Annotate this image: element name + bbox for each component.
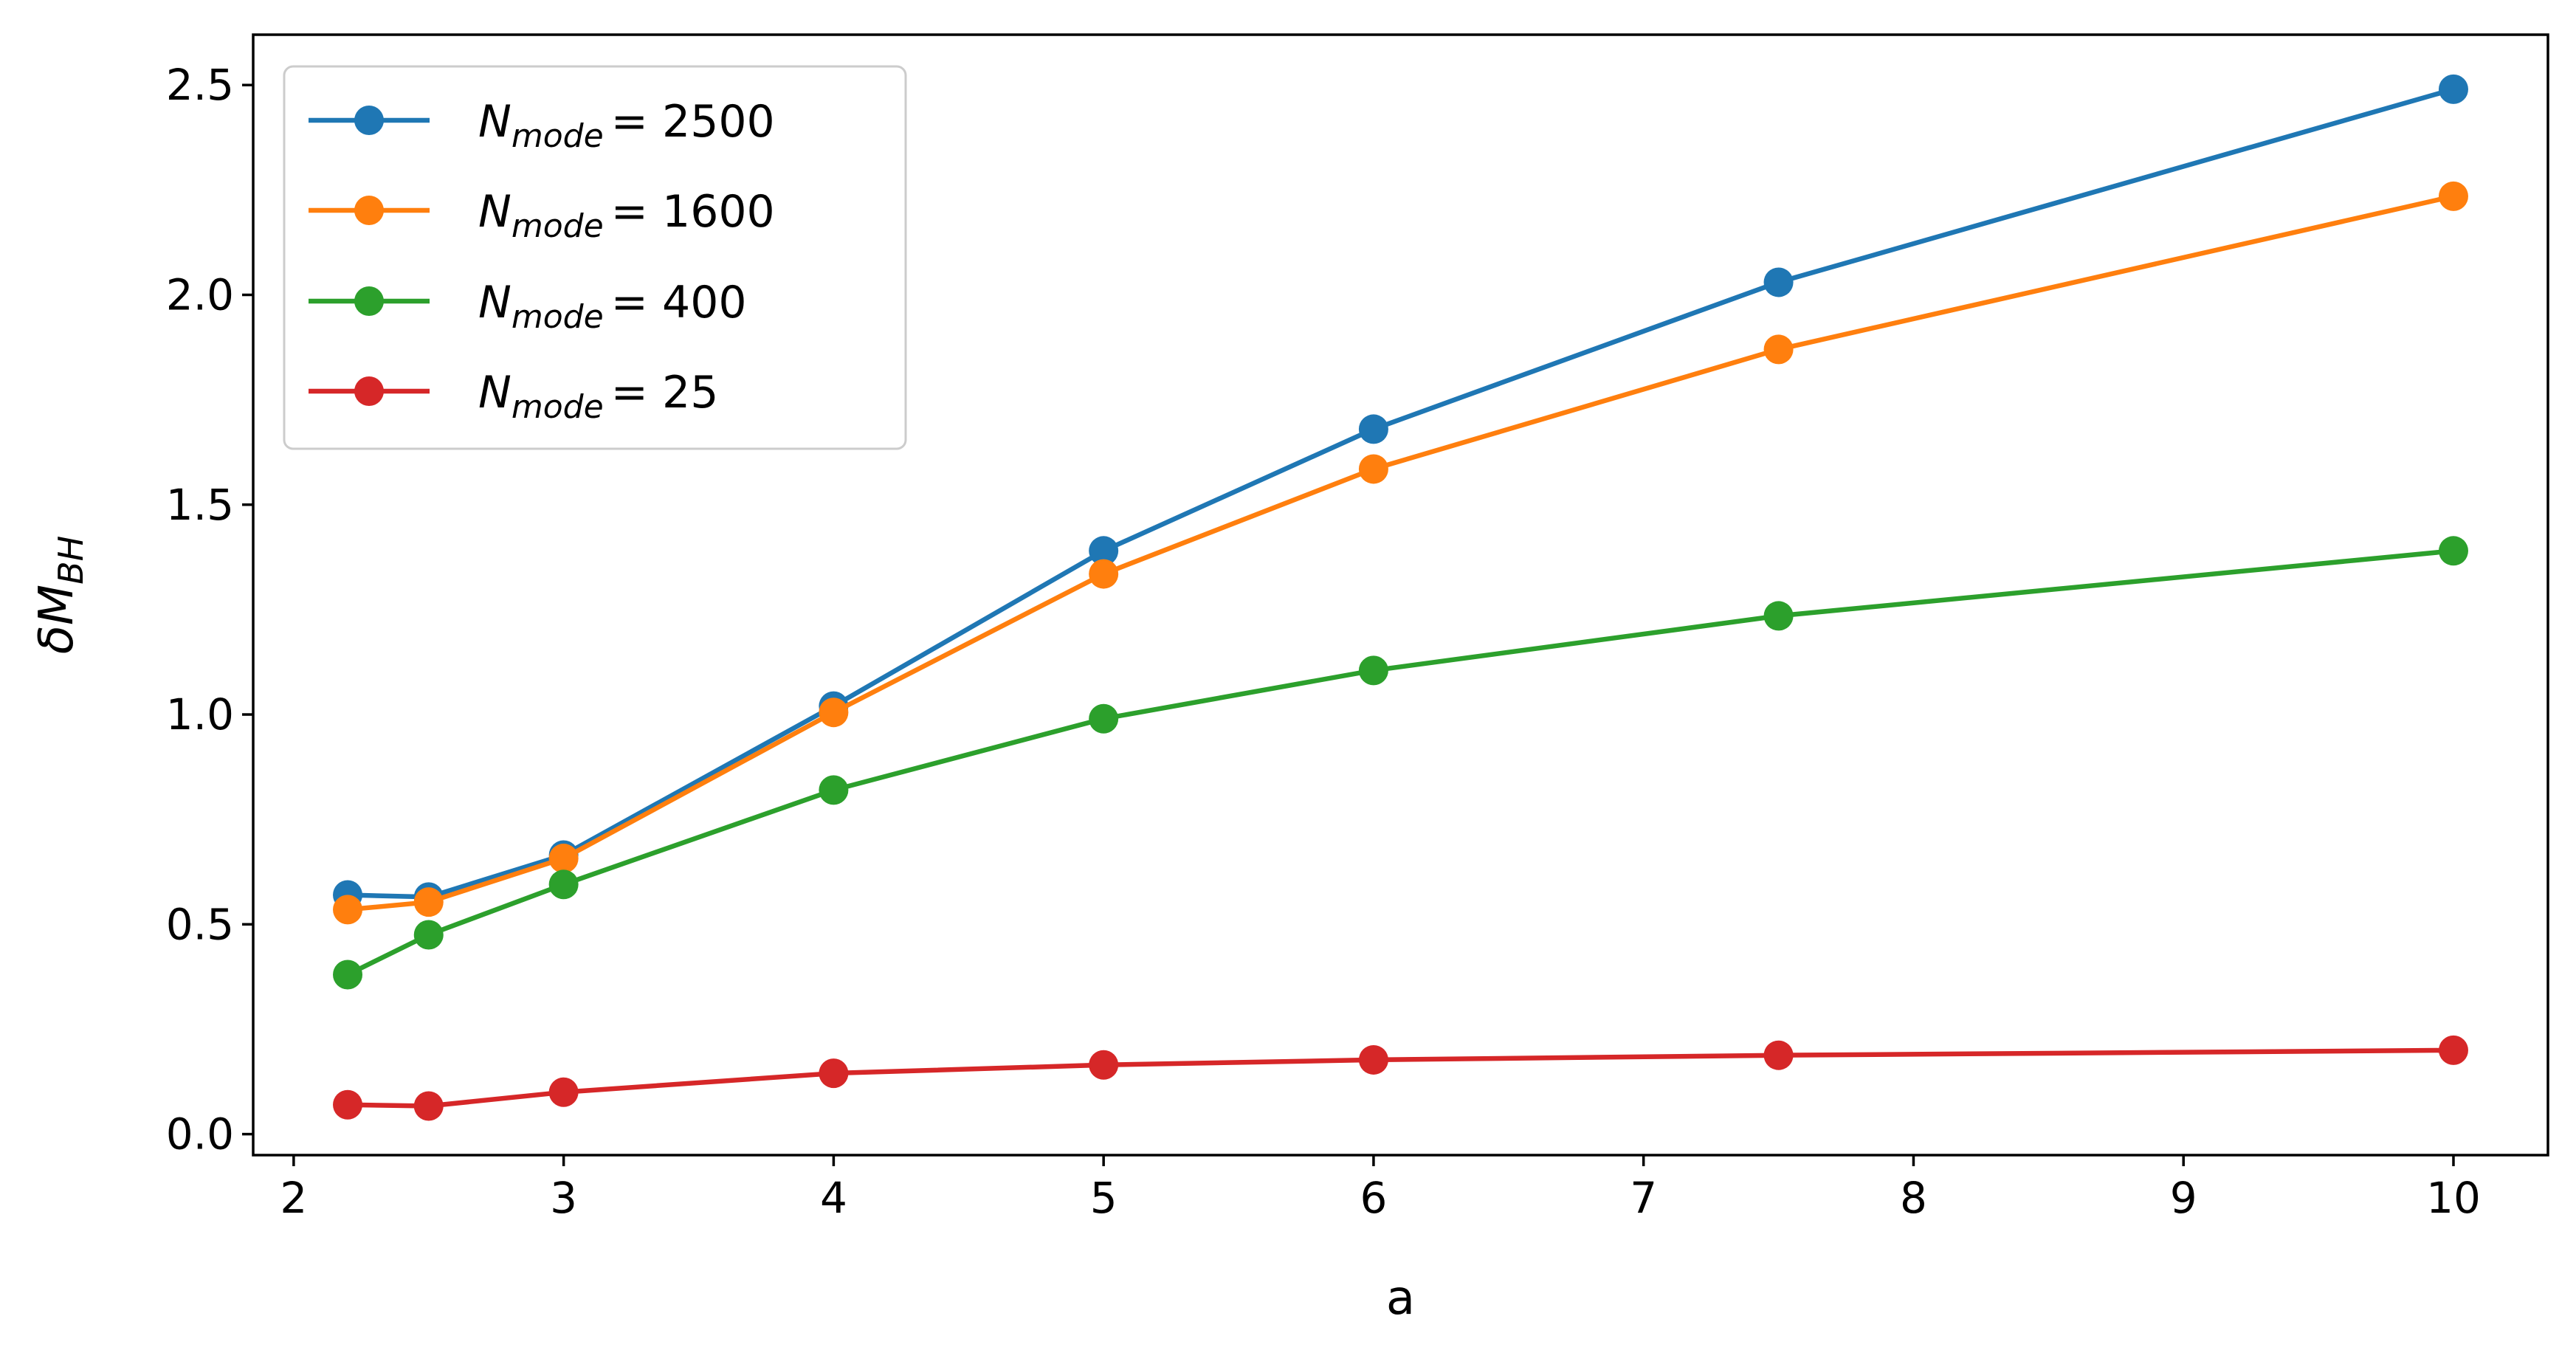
legend-label-value: = 400 <box>611 277 747 328</box>
data-point-1-5 <box>1358 454 1388 484</box>
y-tick-label-3: 1.5 <box>166 480 234 530</box>
y-axis-label-sub: BH <box>51 536 91 585</box>
data-point-2-5 <box>1358 655 1388 686</box>
x-tick-label-0: 2 <box>280 1173 307 1223</box>
data-point-3-0 <box>333 1089 363 1120</box>
y-tick-label-5: 2.5 <box>166 60 234 110</box>
data-point-1-4 <box>1089 559 1119 589</box>
data-point-2-1 <box>413 920 444 950</box>
x-tick-label-1: 3 <box>550 1173 577 1223</box>
y-tick-label-1: 0.5 <box>166 899 234 949</box>
legend-label-base: N <box>478 186 512 238</box>
data-point-2-3 <box>819 775 849 805</box>
data-point-2-4 <box>1089 703 1119 734</box>
legend-label-base: N <box>478 367 512 418</box>
series-layer <box>333 74 2468 1121</box>
legend-label-2: Nmode = 400 <box>478 277 747 336</box>
data-point-1-2 <box>548 844 579 874</box>
legend-marker-0 <box>354 106 384 135</box>
x-tick-label-8: 10 <box>2426 1173 2481 1223</box>
axes-layer: 2 3 4 5 6 7 8 9 10 0.0 0.5 1.0 1.5 2.0 2.5 a δMBH <box>30 33 2549 1326</box>
y-tick-label-4: 2.0 <box>166 269 234 320</box>
legend-label-3: Nmode = 25 <box>478 367 718 426</box>
legend-label-sub: mode <box>512 117 604 155</box>
plot-frame <box>252 33 2549 1157</box>
data-point-0-4 <box>1089 536 1119 566</box>
data-point-0-7 <box>2438 74 2468 104</box>
data-point-1-0 <box>333 895 363 925</box>
y-axis-label: δMBH <box>30 536 91 655</box>
data-point-1-7 <box>2438 181 2468 211</box>
x-tick-label-3: 5 <box>1090 1173 1117 1223</box>
data-point-3-7 <box>2438 1035 2468 1065</box>
x-tick-label-6: 8 <box>1900 1173 1927 1223</box>
legend-label-value: = 25 <box>611 367 719 418</box>
legend-marker-2 <box>354 286 384 316</box>
data-point-3-4 <box>1089 1050 1119 1080</box>
series-line-3 <box>345 1047 2456 1109</box>
data-point-3-5 <box>1358 1044 1388 1075</box>
x-axis-label: a <box>1386 1271 1415 1326</box>
legend-label-1: Nmode = 1600 <box>478 186 775 245</box>
data-point-1-3 <box>819 698 849 728</box>
legend-label-sub: mode <box>512 207 604 245</box>
data-point-3-2 <box>548 1077 579 1107</box>
data-point-0-5 <box>1358 414 1388 444</box>
legend-label-base: N <box>478 96 512 148</box>
y-tick-label-0: 0.0 <box>166 1109 234 1160</box>
data-point-1-6 <box>1763 334 1794 365</box>
legend-label-value: = 2500 <box>611 96 775 148</box>
data-point-3-1 <box>413 1091 444 1121</box>
legend-box <box>283 65 907 450</box>
legend-label-value: = 1600 <box>611 186 775 238</box>
data-point-2-2 <box>548 869 579 900</box>
x-tick-label-4: 6 <box>1360 1173 1387 1223</box>
series-line-0 <box>345 86 2457 900</box>
y-axis-label-base: δM <box>30 585 84 654</box>
legend-marker-1 <box>354 196 384 225</box>
data-point-2-0 <box>333 960 363 990</box>
y-tick-label-2: 1.0 <box>166 689 234 740</box>
x-tick-label-2: 4 <box>820 1173 847 1223</box>
legend-label-sub: mode <box>512 388 604 426</box>
legend-label-sub: mode <box>512 298 604 336</box>
legend-label-0: Nmode = 2500 <box>478 96 775 155</box>
data-point-1-1 <box>413 887 444 917</box>
data-point-3-6 <box>1763 1040 1794 1070</box>
series-line-2 <box>344 548 2456 978</box>
legend-label-base: N <box>478 277 512 328</box>
x-tick-label-5: 7 <box>1630 1173 1657 1223</box>
series-line-1 <box>345 193 2456 912</box>
data-point-0-6 <box>1763 267 1794 297</box>
data-point-2-6 <box>1763 601 1794 631</box>
data-point-3-3 <box>819 1058 849 1089</box>
legend-marker-3 <box>354 376 384 406</box>
x-tick-label-7: 9 <box>2170 1173 2197 1223</box>
data-point-2-7 <box>2438 536 2468 566</box>
